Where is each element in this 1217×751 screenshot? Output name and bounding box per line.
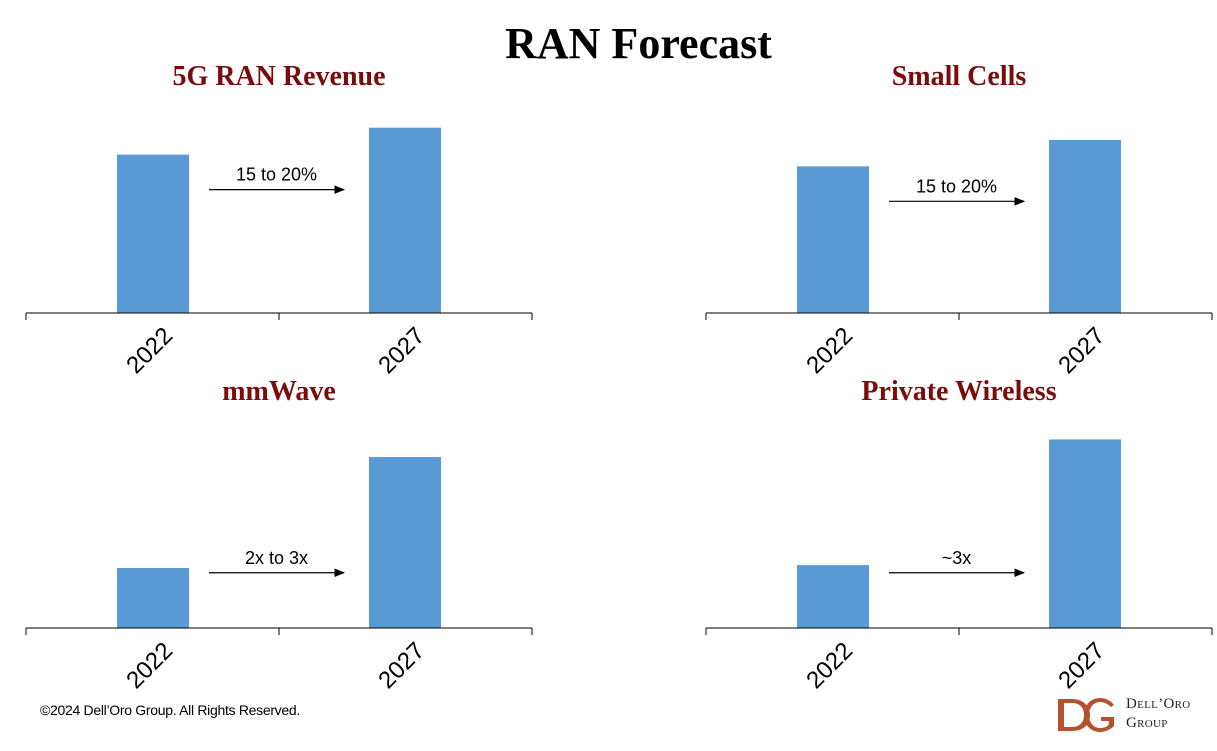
chart-panel-small-cells: Small Cells 2022 2027 15 to 20%	[705, 60, 1213, 390]
bar-2022	[117, 568, 189, 628]
chart-title: Private Wireless	[861, 376, 1057, 407]
bar-2027	[1049, 139, 1121, 313]
bar-chart: 2022 2027 15 to 20%	[705, 139, 1213, 379]
dell-oro-logo: Dell’Oro Group	[1054, 693, 1204, 737]
x-tick-label-2022: 2022	[801, 322, 858, 379]
chart-panel-5g-ran-revenue: 5G RAN Revenue 2022 2027 15 to 20%	[25, 60, 533, 390]
bar-chart: 2022 2027 ~3x	[705, 439, 1213, 694]
x-tick-label-2027: 2027	[373, 637, 430, 694]
bar-chart: 2022 2027 2x to 3x	[25, 457, 533, 694]
dell-oro-logo-icon	[1058, 698, 1114, 732]
page-title: RAN Forecast	[505, 19, 772, 68]
bar-2022	[117, 154, 189, 313]
bar-2022	[797, 166, 869, 313]
bar-2022	[797, 565, 869, 628]
x-tick-label-2027: 2027	[373, 322, 430, 379]
chart-panel-mmwave: mmWave 2022 2027 2x to 3x	[25, 375, 533, 705]
x-tick-label-2022: 2022	[801, 637, 858, 694]
growth-label: 15 to 20%	[916, 176, 997, 196]
x-tick-label-2022: 2022	[121, 322, 178, 379]
chart-panel-private-wireless: Private Wireless 2022 2027 ~3x	[705, 375, 1213, 705]
bar-chart: 2022 2027 15 to 20%	[25, 127, 533, 379]
growth-label: ~3x	[942, 548, 972, 568]
growth-label: 15 to 20%	[236, 165, 317, 185]
bar-2027	[369, 457, 441, 628]
bar-2027	[369, 127, 441, 313]
x-tick-label-2027: 2027	[1053, 637, 1110, 694]
logo-wordmark-line2: Group	[1126, 715, 1168, 731]
x-tick-label-2022: 2022	[121, 637, 178, 694]
chart-title: 5G RAN Revenue	[172, 61, 386, 92]
x-tick-label-2027: 2027	[1053, 322, 1110, 379]
chart-title: mmWave	[222, 376, 336, 407]
copyright-notice: ©2024 Dell’Oro Group. All Rights Reserve…	[40, 702, 300, 718]
logo-wordmark-line1: Dell’Oro	[1126, 696, 1191, 712]
bar-2027	[1049, 439, 1121, 628]
chart-title: Small Cells	[891, 61, 1027, 92]
growth-label: 2x to 3x	[245, 548, 308, 568]
